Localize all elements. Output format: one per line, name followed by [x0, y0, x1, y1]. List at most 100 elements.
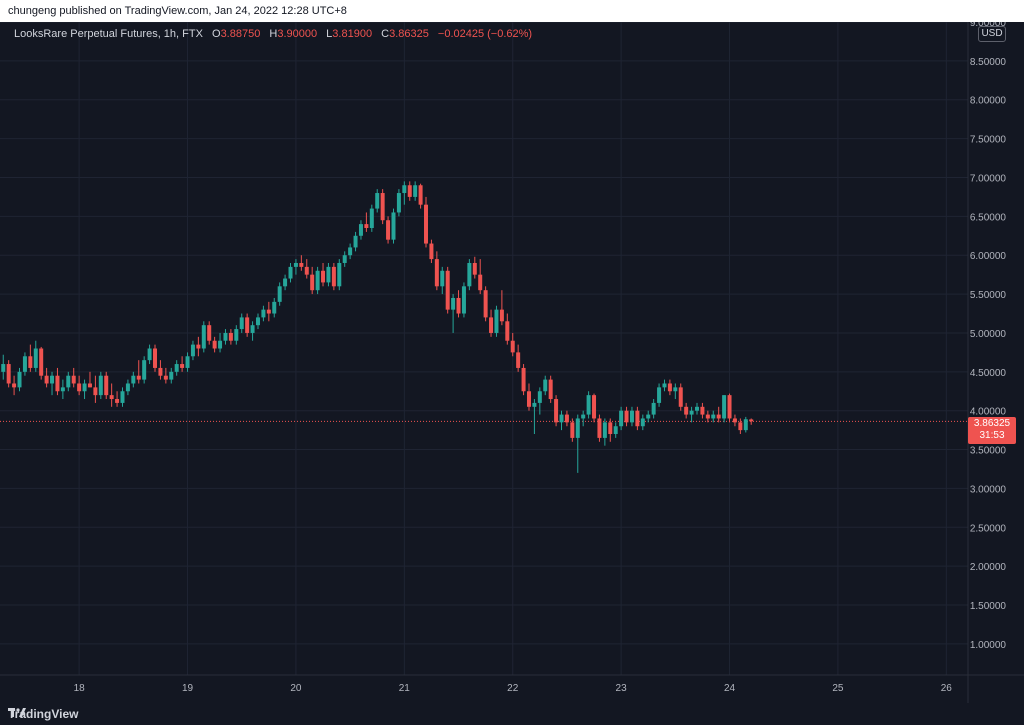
candle-body	[678, 387, 683, 407]
candle-body	[743, 419, 748, 431]
candle-body	[331, 266, 336, 287]
candle-body	[272, 301, 277, 314]
candle-body	[705, 414, 710, 419]
candle-body	[109, 395, 114, 400]
candle-body	[136, 375, 141, 380]
candle-body	[266, 309, 271, 314]
y-tick-label: 2.50000	[970, 523, 1007, 534]
candle-body	[592, 395, 597, 419]
candle-body	[190, 344, 195, 357]
candle-body	[93, 387, 98, 396]
candle-body	[434, 259, 439, 287]
candle-body	[321, 270, 326, 283]
candle-body	[445, 270, 450, 310]
y-tick-label: 4.00000	[970, 407, 1007, 418]
candle-body	[50, 375, 55, 384]
candle-body	[554, 399, 559, 423]
candle-body	[451, 297, 456, 310]
candle-body	[581, 414, 586, 419]
tradingview-icon	[8, 708, 26, 717]
candle-body	[153, 348, 158, 368]
x-tick-label: 23	[616, 683, 628, 694]
candle-body	[288, 266, 293, 279]
candle-body	[575, 418, 580, 438]
brand-name: TradingView	[8, 707, 79, 721]
high-value: 3.90000	[277, 28, 318, 40]
candle-body	[375, 193, 380, 209]
candle-body	[326, 266, 331, 283]
open-value: 3.88750	[220, 28, 261, 40]
open-label: O	[212, 28, 221, 40]
footer: TradingView	[0, 703, 1024, 725]
change-value: −0.02425 (−0.62%)	[437, 28, 533, 40]
candle-body	[429, 243, 434, 260]
candle-body	[424, 204, 429, 244]
candle-body	[234, 329, 239, 341]
y-tick-label: 5.00000	[970, 329, 1007, 340]
publisher-bar: chungeng published on TradingView.com, J…	[0, 0, 1024, 22]
candle-body	[44, 375, 49, 384]
candle-body	[597, 418, 602, 438]
candle-body	[125, 383, 130, 392]
y-tick-label: 7.00000	[970, 173, 1007, 184]
y-tick-label: 3.00000	[970, 484, 1007, 495]
candle-body	[494, 309, 499, 333]
publisher-text: chungeng published on TradingView.com, J…	[8, 5, 347, 17]
candle-body	[207, 325, 212, 341]
candle-body	[586, 395, 591, 415]
currency-button[interactable]: USD	[978, 26, 1006, 42]
candle-body	[82, 383, 87, 392]
candle-body	[261, 309, 266, 318]
candle-body	[147, 348, 152, 361]
candle-body	[478, 274, 483, 291]
candle-body	[467, 262, 472, 287]
candle-body	[223, 332, 228, 341]
candle-body	[39, 348, 44, 376]
candle-body	[559, 414, 564, 423]
candle-body	[391, 212, 396, 240]
candle-body	[1, 364, 6, 372]
candle-body	[369, 208, 374, 229]
candle-body	[602, 422, 607, 438]
candle-body	[456, 297, 461, 314]
x-tick-label: 20	[290, 683, 302, 694]
candle-body	[163, 375, 168, 380]
candle-body	[22, 356, 27, 372]
x-tick-label: 25	[832, 683, 844, 694]
candle-body	[115, 399, 120, 403]
candlestick-chart[interactable]: 9.00000 8.50000 8.00000 7.50000 7.00000 6.500…	[0, 22, 1024, 703]
candle-body	[732, 418, 737, 423]
candle-body	[380, 193, 385, 221]
candle-body	[342, 255, 347, 263]
candle-body	[180, 364, 185, 368]
candle-body	[304, 266, 309, 275]
candle-body	[87, 383, 92, 388]
candle-body	[543, 379, 548, 392]
tradingview-logo[interactable]: TradingView	[8, 706, 78, 722]
candle-body	[505, 321, 510, 341]
chart-area[interactable]: 9.00000 8.50000 8.00000 7.50000 7.00000 6.500…	[0, 22, 1024, 703]
candle-body	[532, 402, 537, 407]
candle-body	[396, 193, 401, 213]
candle-body	[358, 224, 363, 236]
y-tick-label: 5.50000	[970, 290, 1007, 301]
candle-body	[239, 317, 244, 330]
candle-body	[60, 387, 65, 392]
y-tick-label: 1.50000	[970, 601, 1007, 612]
close-value: 3.86325	[389, 28, 429, 40]
candle-body	[120, 391, 125, 403]
candle-body	[695, 406, 700, 411]
candle-body	[472, 262, 477, 275]
candle-body	[283, 278, 288, 287]
x-tick-label: 21	[399, 683, 411, 694]
candle-body	[142, 360, 147, 380]
candle-body	[299, 262, 304, 267]
candle-body	[749, 419, 754, 422]
chart-legend: LooksRare Perpetual Futures, 1h, FTX O3.…	[14, 28, 532, 40]
candle-body	[293, 262, 298, 267]
candle-body	[689, 410, 694, 415]
candle-body	[646, 414, 651, 419]
candle-body	[212, 340, 217, 349]
candle-body	[250, 325, 255, 333]
candle-body	[413, 185, 418, 197]
